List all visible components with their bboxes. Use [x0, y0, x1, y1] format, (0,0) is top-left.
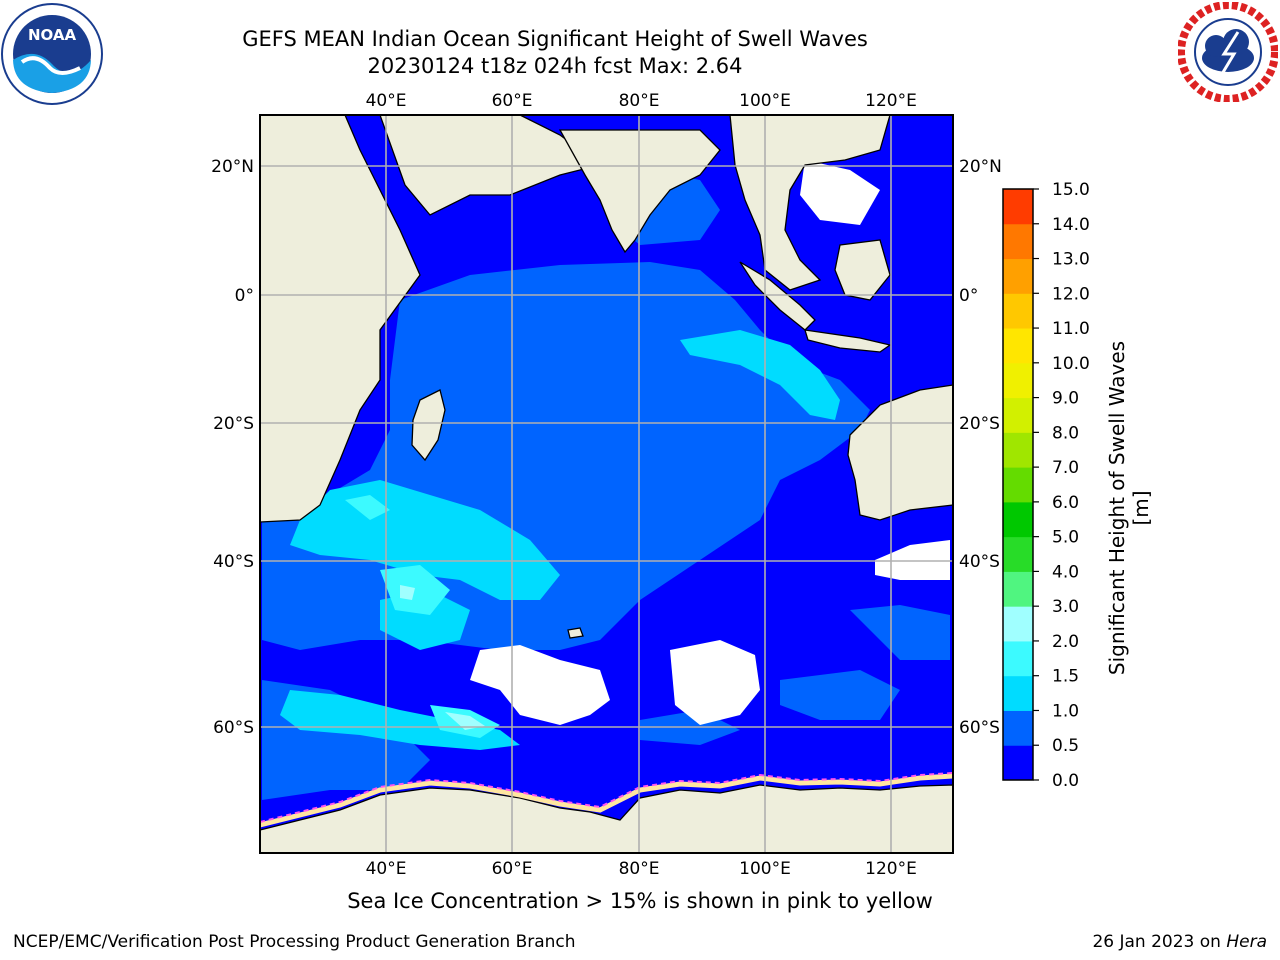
lon-label-bottom-100e: 100°E [739, 859, 791, 879]
lon-label-bottom-60e: 60°E [492, 859, 533, 879]
graticule [260, 115, 953, 853]
lat-label-left-40s: 40°S [213, 552, 254, 572]
chart-subtitle: 20230124 t18z 024h fcst Max: 2.64 [367, 54, 743, 78]
lat-label-right-60s: 60°S [959, 718, 1000, 738]
lon-label-bottom-80e: 80°E [619, 859, 660, 879]
land-masses [260, 115, 953, 853]
footer-date: 26 Jan 2023 on Hera [1092, 932, 1267, 952]
lat-label-left-0: 0° [235, 286, 254, 306]
footer-credit: NCEP/EMC/Verification Post Processing Pr… [13, 932, 576, 952]
map-frame [259, 114, 954, 854]
lon-label-top-40e: 40°E [366, 91, 407, 111]
lat-label-right-20n: 20°N [959, 157, 1002, 177]
lat-label-left-20s: 20°S [213, 414, 254, 434]
lat-label-right-0: 0° [959, 286, 978, 306]
noaa-logo: NOAA [1, 3, 103, 105]
lon-label-top-120e: 120°E [865, 91, 917, 111]
nws-logo [1178, 2, 1278, 102]
chart-title: GEFS MEAN Indian Ocean Significant Heigh… [242, 27, 868, 51]
lon-label-top-80e: 80°E [619, 91, 660, 111]
sea-ice-edge [260, 773, 953, 828]
swell-band-2-0-to-3-0 [400, 585, 485, 730]
no-data-regions [470, 160, 950, 725]
footer-date-text: 26 Jan 2023 on [1092, 932, 1227, 952]
svg-text:NOAA: NOAA [28, 26, 77, 44]
lat-label-left-60s: 60°S [213, 718, 254, 738]
lon-label-top-60e: 60°E [492, 91, 533, 111]
footer-host: Hera [1226, 932, 1267, 952]
lon-label-bottom-40e: 40°E [366, 859, 407, 879]
lat-label-right-20s: 20°S [959, 414, 1000, 434]
sea-ice-caption: Sea Ice Concentration > 15% is shown in … [347, 889, 933, 913]
lat-label-left-20n: 20°N [211, 157, 254, 177]
lat-label-right-40s: 40°S [959, 552, 1000, 572]
lon-label-top-100e: 100°E [739, 91, 791, 111]
lon-label-bottom-120e: 120°E [865, 859, 917, 879]
colorbar-title: Significant Height of Swell Waves [m] [1105, 340, 1153, 676]
sea-ice-edge-pink [260, 772, 953, 823]
